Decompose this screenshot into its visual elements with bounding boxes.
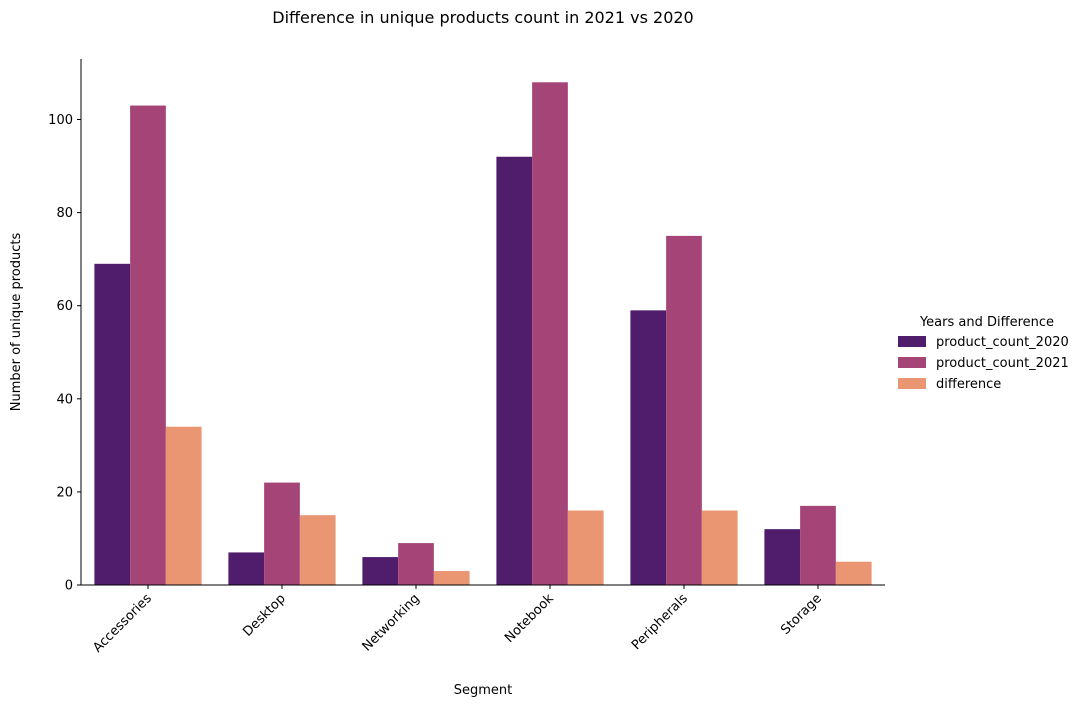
legend-swatch-product_count_2020: [898, 336, 926, 347]
legend-swatch-difference: [898, 378, 926, 389]
legend: Years and Difference product_count_2020p…: [898, 315, 1069, 392]
bar-product_count_2021-desktop: [264, 482, 300, 585]
y-tick-label: 0: [65, 579, 73, 594]
x-tick-label-desktop: Desktop: [240, 591, 289, 640]
y-tick-label: 80: [56, 206, 73, 221]
x-ticks: Accessories Desktop Networking Notebook Peri…: [90, 585, 825, 656]
bar-product_count_2021-networking: [398, 543, 434, 585]
bar-product_count_2020-networking: [362, 557, 399, 585]
x-axis-label: Segment: [454, 683, 513, 698]
y-tick-label: 40: [56, 392, 73, 407]
bar-difference-desktop: [299, 515, 336, 585]
bar-difference-notebook: [567, 510, 604, 585]
legend-label-product_count_2021: product_count_2021: [936, 356, 1069, 371]
y-tick-label: 20: [56, 485, 73, 500]
bar-product_count_2021-storage: [800, 505, 836, 585]
bar-product_count_2021-peripherals: [666, 235, 702, 585]
bar-product_count_2021-notebook: [532, 82, 568, 586]
y-axis-label: Number of unique products: [9, 233, 24, 412]
x-tick-label-peripherals: Peripherals: [629, 591, 691, 653]
bar-product_count_2021-accessories: [130, 105, 166, 586]
axes: [80, 59, 885, 586]
x-tick-label-storage: Storage: [778, 591, 825, 638]
x-tick-label-notebook: Notebook: [502, 591, 557, 646]
legend-label-product_count_2020: product_count_2020: [936, 335, 1069, 350]
legend-title: Years and Difference: [919, 315, 1054, 330]
y-tick-label: 100: [48, 113, 73, 128]
bar-product_count_2020-peripherals: [630, 310, 667, 585]
bar-product_count_2020-accessories: [94, 263, 131, 585]
bars-group: [94, 82, 872, 586]
legend-label-difference: difference: [936, 377, 1001, 392]
y-tick-label: 60: [56, 299, 73, 314]
bar-product_count_2020-desktop: [228, 552, 265, 585]
legend-swatch-product_count_2021: [898, 357, 926, 368]
bar-difference-peripherals: [701, 510, 738, 585]
bar-difference-networking: [433, 571, 470, 585]
x-tick-label-accessories: Accessories: [90, 591, 155, 656]
bar-difference-accessories: [165, 426, 202, 585]
y-ticks: 0 20 40 60 80 100: [48, 113, 81, 594]
chart-title: Difference in unique products count in 2…: [272, 8, 693, 27]
bar-difference-storage: [835, 561, 872, 585]
bar-product_count_2020-storage: [764, 529, 801, 585]
x-tick-label-networking: Networking: [360, 591, 423, 654]
bar-product_count_2020-notebook: [496, 156, 533, 585]
legend-items: product_count_2020 product_count_2021diff…: [898, 335, 1069, 392]
